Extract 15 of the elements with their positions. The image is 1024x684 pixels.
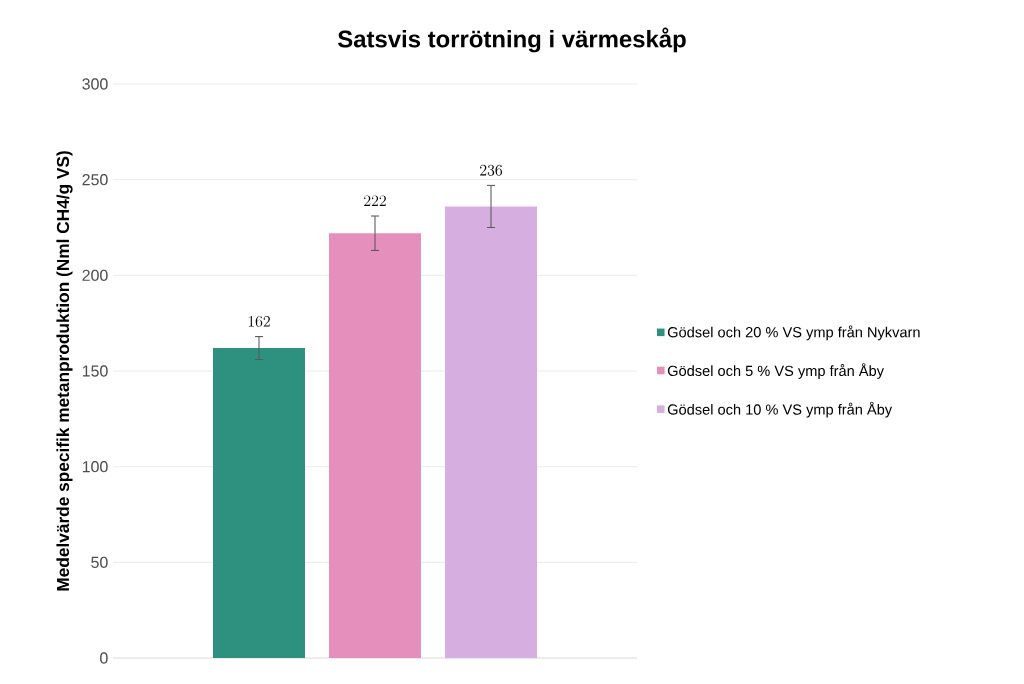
legend-label: Gödsel och 5 % VS ymp från Åby (667, 363, 884, 379)
y-axis-title: Medelvärde specifik metanproduktion (Nml CH4/g VS) (56, 151, 73, 591)
y-tick-label: 150 (82, 365, 108, 377)
y-tick-label: 200 (82, 269, 108, 281)
y-tick-label: 300 (82, 78, 108, 90)
data-label: 222 (364, 195, 386, 206)
y-tick-label: 50 (91, 556, 108, 568)
y-tick-label: 0 (100, 652, 108, 664)
y-tick-label: 250 (82, 174, 108, 186)
legend-label: Gödsel och 10 % VS ymp från Åby (667, 401, 893, 418)
y-tick-label: 100 (82, 461, 108, 473)
legend-label: Gödsel och 20 % VS ymp från Nykvarn (667, 325, 920, 341)
chart-title: Satsvis torrötning i värmeskåp (337, 27, 686, 53)
data-label: 236 (480, 164, 503, 176)
data-label: 162 (248, 315, 270, 327)
